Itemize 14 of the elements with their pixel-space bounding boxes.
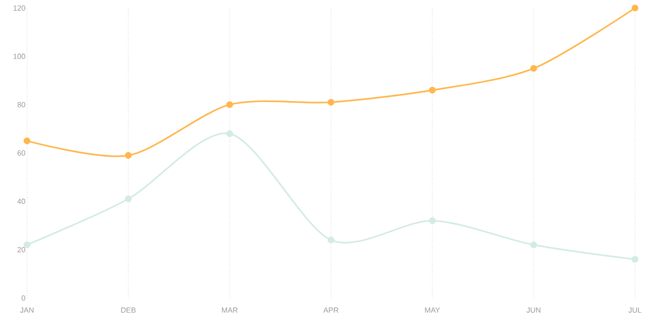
point — [530, 65, 538, 72]
point — [124, 196, 132, 202]
point — [632, 4, 638, 12]
point — [632, 256, 638, 263]
point — [124, 152, 132, 159]
point — [328, 236, 334, 244]
point — [428, 86, 436, 94]
point — [24, 241, 30, 248]
point — [226, 101, 234, 108]
point — [530, 241, 538, 248]
point — [226, 130, 234, 138]
point — [328, 98, 334, 106]
point — [428, 217, 436, 224]
point — [24, 138, 30, 144]
